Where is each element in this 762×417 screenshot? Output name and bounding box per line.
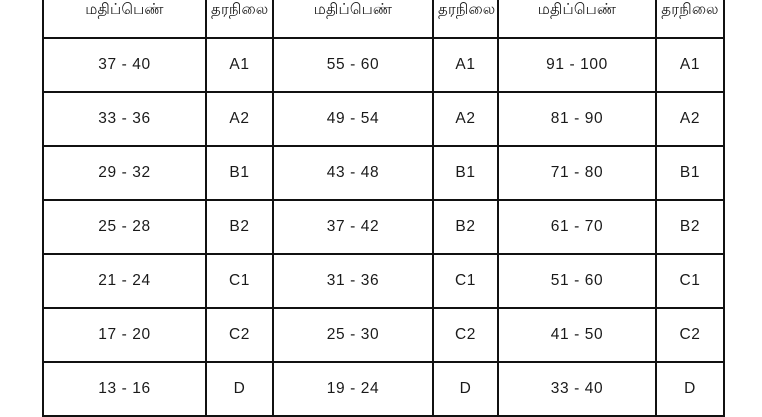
cell-grade-100: C1 bbox=[655, 253, 725, 309]
cell-marks-100: 81 - 90 bbox=[497, 91, 657, 147]
page-root: மதிப்பெண் தரநிலை மதிப்பெண் தரநிலை மதிப்ப… bbox=[42, 0, 725, 417]
cell-marks-40: 29 - 32 bbox=[42, 145, 207, 201]
cell-marks-40: 21 - 24 bbox=[42, 253, 207, 309]
cell-grade-100: B2 bbox=[655, 199, 725, 255]
column-header-marks-100: மதிப்பெண் bbox=[497, 0, 657, 39]
cell-grade-100: A2 bbox=[655, 91, 725, 147]
cell-grade-40: C1 bbox=[205, 253, 274, 309]
table-row: 25 - 28 B2 37 - 42 B2 61 - 70 B2 bbox=[42, 199, 725, 255]
cell-marks-60: 19 - 24 bbox=[272, 361, 434, 417]
column-header-marks-60: மதிப்பெண் bbox=[272, 0, 434, 39]
cell-grade-40: B2 bbox=[205, 199, 274, 255]
cell-marks-40: 13 - 16 bbox=[42, 361, 207, 417]
cell-marks-60: 25 - 30 bbox=[272, 307, 434, 363]
cell-grade-60: B1 bbox=[432, 145, 499, 201]
table-row: 17 - 20 C2 25 - 30 C2 41 - 50 C2 bbox=[42, 307, 725, 363]
cell-grade-100: B1 bbox=[655, 145, 725, 201]
cell-marks-100: 33 - 40 bbox=[497, 361, 657, 417]
column-header-marks-40: மதிப்பெண் bbox=[42, 0, 207, 39]
cell-marks-60: 37 - 42 bbox=[272, 199, 434, 255]
cell-grade-100: D bbox=[655, 361, 725, 417]
cell-grade-60: B2 bbox=[432, 199, 499, 255]
table-row: 33 - 36 A2 49 - 54 A2 81 - 90 A2 bbox=[42, 91, 725, 147]
cell-marks-60: 49 - 54 bbox=[272, 91, 434, 147]
cell-marks-100: 61 - 70 bbox=[497, 199, 657, 255]
cell-marks-100: 51 - 60 bbox=[497, 253, 657, 309]
cell-marks-60: 43 - 48 bbox=[272, 145, 434, 201]
cell-grade-40: A2 bbox=[205, 91, 274, 147]
cell-marks-60: 55 - 60 bbox=[272, 37, 434, 93]
column-header-grade-60: தரநிலை bbox=[432, 0, 499, 39]
cell-grade-60: D bbox=[432, 361, 499, 417]
cell-marks-100: 41 - 50 bbox=[497, 307, 657, 363]
cell-grade-40: C2 bbox=[205, 307, 274, 363]
table-row: 37 - 40 A1 55 - 60 A1 91 - 100 A1 bbox=[42, 37, 725, 93]
cell-marks-100: 91 - 100 bbox=[497, 37, 657, 93]
table-row: 13 - 16 D 19 - 24 D 33 - 40 D bbox=[42, 361, 725, 417]
cell-marks-40: 25 - 28 bbox=[42, 199, 207, 255]
cell-marks-40: 37 - 40 bbox=[42, 37, 207, 93]
cell-marks-40: 33 - 36 bbox=[42, 91, 207, 147]
cell-marks-100: 71 - 80 bbox=[497, 145, 657, 201]
table-row: 21 - 24 C1 31 - 36 C1 51 - 60 C1 bbox=[42, 253, 725, 309]
cell-marks-40: 17 - 20 bbox=[42, 307, 207, 363]
cell-grade-40: D bbox=[205, 361, 274, 417]
cell-grade-60: A2 bbox=[432, 91, 499, 147]
grade-table-container: மதிப்பெண் தரநிலை மதிப்பெண் தரநிலை மதிப்ப… bbox=[42, 0, 725, 417]
cell-grade-40: B1 bbox=[205, 145, 274, 201]
cell-grade-60: A1 bbox=[432, 37, 499, 93]
column-header-grade-100: தரநிலை bbox=[655, 0, 725, 39]
cell-grade-40: A1 bbox=[205, 37, 274, 93]
cell-grade-60: C1 bbox=[432, 253, 499, 309]
grade-scale-table: மதிப்பெண் தரநிலை மதிப்பெண் தரநிலை மதிப்ப… bbox=[42, 0, 725, 417]
cell-grade-100: A1 bbox=[655, 37, 725, 93]
table-row: 29 - 32 B1 43 - 48 B1 71 - 80 B1 bbox=[42, 145, 725, 201]
cell-grade-100: C2 bbox=[655, 307, 725, 363]
column-header-grade-40: தரநிலை bbox=[205, 0, 274, 39]
cell-grade-60: C2 bbox=[432, 307, 499, 363]
table-header-row: மதிப்பெண் தரநிலை மதிப்பெண் தரநிலை மதிப்ப… bbox=[42, 0, 725, 39]
cell-marks-60: 31 - 36 bbox=[272, 253, 434, 309]
